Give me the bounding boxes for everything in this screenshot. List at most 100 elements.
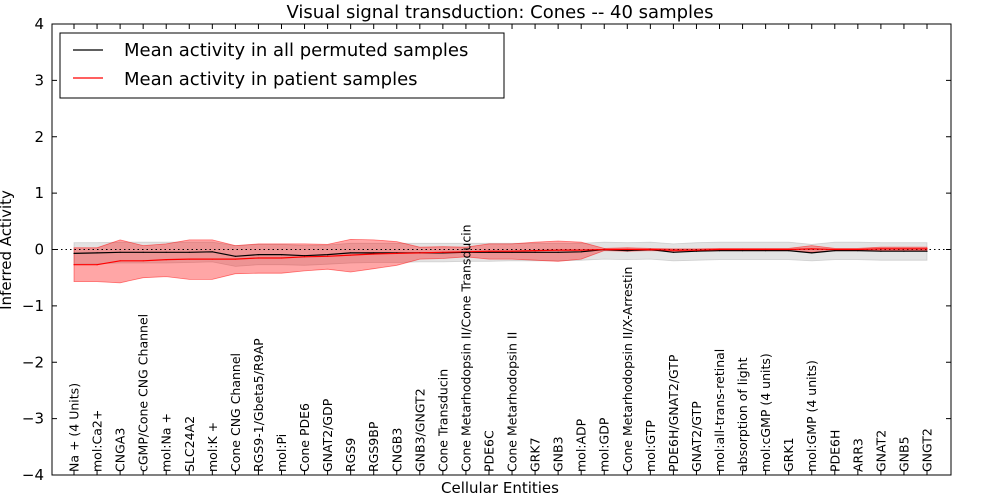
data-point-permuted (811, 252, 813, 254)
data-point-permuted (672, 251, 675, 253)
data-point-patient (419, 252, 421, 254)
x-tick-label: PDE6H/GNAT2/GTP (666, 354, 681, 472)
data-point-permuted (718, 250, 721, 252)
x-tick-label: mol:GMP (4 units) (804, 360, 819, 472)
data-point-permuted (695, 250, 698, 252)
data-point-patient (188, 258, 190, 260)
data-point-patient (234, 258, 236, 260)
x-tick-label: GNAT2 (873, 430, 888, 472)
legend-label-patient: Mean activity in patient samples (124, 69, 418, 90)
data-point-patient (142, 260, 144, 262)
data-point-patient (626, 248, 628, 251)
x-tick-label: Cone Transducin (435, 369, 450, 472)
data-point-permuted (926, 250, 928, 252)
data-point-patient (350, 254, 352, 256)
y-tick-label: −4 (22, 466, 44, 484)
data-point-patient (165, 259, 167, 261)
x-tick-label: Cone Metarhodopsin II/X-Arrestin (620, 267, 635, 472)
data-point-patient (488, 250, 490, 252)
x-tick-label: CNGB3 (389, 428, 404, 472)
data-point-permuted (903, 250, 905, 252)
data-point-permuted (834, 250, 836, 252)
x-tick-label: PDE6C (482, 430, 497, 472)
data-point-patient (903, 248, 905, 250)
legend: Mean activity in all permuted samples Me… (59, 32, 505, 99)
x-tick-label: GNGT2 (920, 428, 935, 472)
data-point-patient (73, 264, 75, 266)
data-point-patient (742, 248, 744, 251)
data-point-permuted (534, 251, 536, 253)
data-point-patient (327, 255, 329, 257)
data-point-patient (442, 251, 444, 253)
x-tick-label: PDE6H (827, 430, 842, 472)
data-point-patient (580, 249, 582, 251)
data-point-permuted (880, 250, 882, 252)
confidence-bands (73, 238, 928, 284)
y-tick-label: −2 (22, 353, 44, 371)
data-point-patient (834, 248, 836, 251)
data-point-permuted (327, 254, 329, 256)
data-point-patient (511, 250, 513, 252)
data-point-patient (765, 248, 767, 251)
data-point-patient (811, 248, 813, 250)
x-tick-label: mol:GTP (643, 420, 658, 472)
x-tick-label: GNAT2/GDP (320, 398, 335, 472)
x-tick-label: GNAT2/GTP (689, 401, 704, 472)
x-tick-label: mol:ADP (574, 418, 589, 472)
x-tick-label: Na + (4 Units) (67, 383, 82, 472)
data-point-patient (119, 260, 121, 262)
series-line-permuted (73, 248, 927, 257)
chart-title: Visual signal transduction: Cones -- 40 … (286, 2, 713, 23)
x-tick-label: SLC24A2 (182, 416, 197, 472)
x-tick-label: RGS9-1/Gbeta5/R9AP (251, 338, 266, 472)
data-point-patient (880, 248, 882, 250)
data-point-patient (718, 248, 721, 251)
data-point-permuted (857, 250, 859, 252)
data-point-patient (373, 253, 375, 255)
data-point-permuted (165, 251, 167, 253)
data-point-patient (649, 248, 652, 251)
data-point-permuted (142, 251, 144, 253)
data-point-patient (603, 248, 605, 251)
x-tick-label: Cone Metarhodopsin II (505, 332, 520, 472)
x-tick-label: GNB3 (551, 436, 566, 472)
data-point-permuted (119, 251, 121, 253)
data-point-patient (857, 248, 859, 251)
data-point-permuted (488, 251, 490, 253)
data-point-patient (211, 258, 213, 260)
y-tick-label: 0 (34, 241, 44, 259)
data-point-patient (534, 250, 536, 252)
data-point-patient (396, 252, 398, 254)
series-line-patient (74, 248, 927, 266)
y-tick-label: 4 (34, 15, 44, 33)
data-point-patient (96, 264, 98, 266)
y-axis-label: Inferred Activity (0, 190, 15, 310)
data-point-permuted (188, 251, 190, 253)
data-point-permuted (350, 252, 352, 254)
x-tick-label: absorption of light (735, 357, 750, 472)
y-tick-label: −3 (22, 410, 44, 428)
x-tick-label: RGS9 (343, 438, 358, 472)
x-tick-label: mol:cGMP (4 units) (758, 353, 773, 472)
x-tick-label: mol:Na + (159, 413, 174, 472)
data-point-permuted (580, 251, 582, 253)
x-tick-label: mol:Ca2+ (90, 410, 105, 472)
x-tick-label: mol:all-trans-retinal (712, 349, 727, 472)
data-point-permuted (626, 250, 628, 252)
x-tick-label: cGMP/Cone CNG Channel (136, 314, 151, 472)
data-point-patient (926, 248, 928, 250)
data-point-patient (280, 257, 283, 259)
data-point-permuted (73, 252, 75, 254)
x-tick-label: Cone Metarhodopsin II/Cone Transducin (458, 224, 473, 472)
x-tick-label: mol:K + (205, 422, 220, 472)
data-point-patient (465, 251, 467, 253)
x-axis-label: Cellular Entities (441, 479, 559, 497)
data-point-permuted (373, 252, 375, 254)
x-tick-label: GRK7 (528, 437, 543, 472)
y-tick-label: −1 (22, 297, 44, 315)
x-tick-label: GNB3/GNGT2 (412, 388, 427, 472)
data-point-patient (788, 248, 790, 251)
x-tick-label: ARR3 (850, 438, 865, 472)
x-tick-label: Cone CNG Channel (228, 353, 243, 472)
series-lines (73, 248, 927, 266)
